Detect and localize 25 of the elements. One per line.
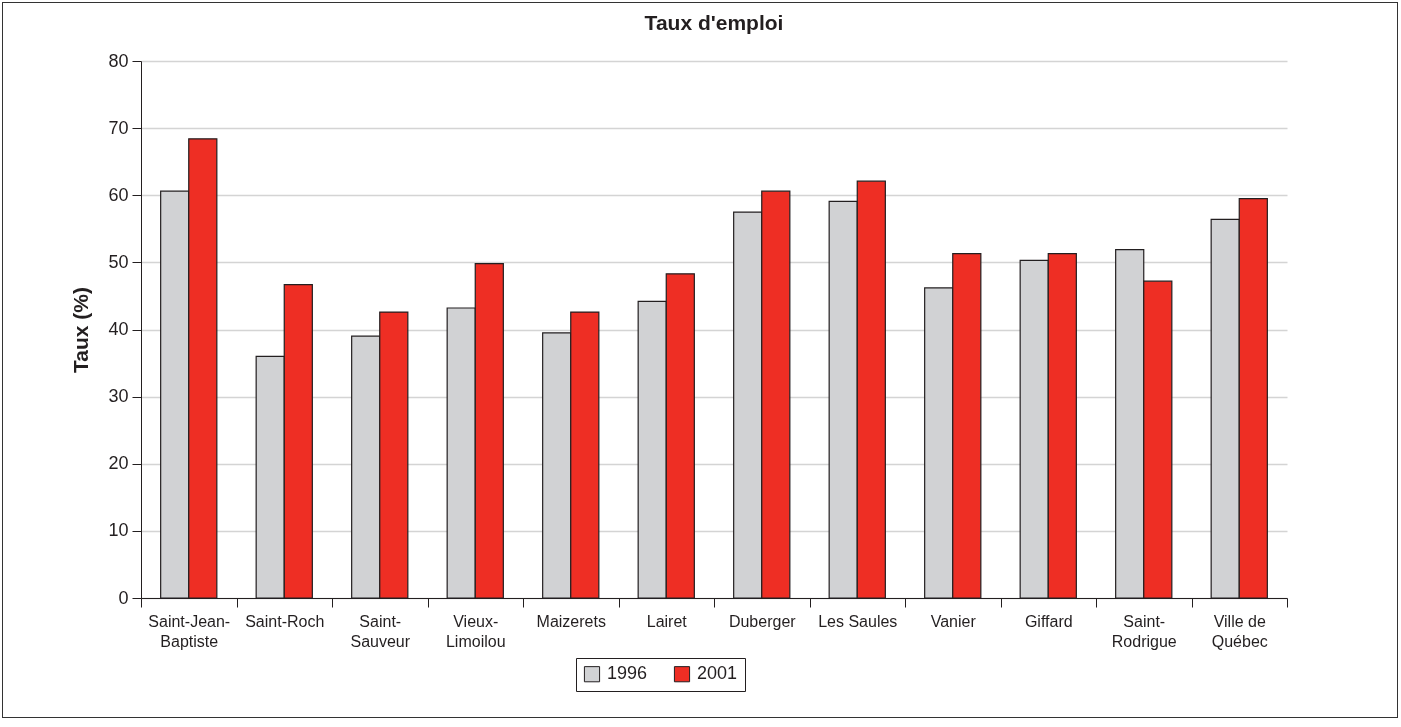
y-tick-label: 40 [108, 319, 129, 339]
x-tick-label: Vanier [930, 612, 977, 630]
chart-title: Taux d'emploi [644, 11, 784, 34]
y-tick-label: 80 [108, 50, 129, 71]
legend-label: 2001 [697, 663, 738, 684]
y-axis-title: Taux (%) [69, 287, 93, 373]
x-tick-label: Saint-Jean-Baptiste [148, 612, 231, 650]
x-tick-label: Vieux-Limoilou [445, 612, 506, 650]
x-tick-label: Saint-Roch [245, 612, 325, 630]
y-tick-label: 50 [108, 251, 129, 272]
x-tick-label: Ville de Québec [1211, 612, 1268, 650]
legend-label: 1996 [607, 663, 648, 684]
y-tick-label: 20 [108, 453, 129, 474]
x-tick-label: Saint-Rodrigue [1111, 612, 1177, 650]
y-tick-label: 70 [108, 117, 129, 138]
x-tick-label: Lairet [646, 612, 688, 630]
x-tick-label: Duberger [728, 612, 797, 630]
x-tick-label: Saint-Sauveur [350, 612, 411, 650]
y-tick-label: 60 [108, 184, 129, 205]
x-tick-label: Giffard [1024, 612, 1073, 630]
x-tick-label: Les Saules [818, 612, 898, 630]
y-tick-label: 10 [108, 520, 129, 541]
y-tick-label: 30 [108, 386, 129, 407]
y-tick-label: 0 [118, 587, 129, 608]
x-tick-label: Maizerets [536, 612, 606, 630]
